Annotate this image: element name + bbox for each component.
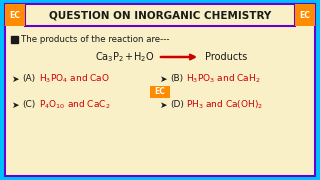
Text: ➤: ➤ xyxy=(12,100,20,109)
Text: P$_4$O$_{10}$ and CaC$_2$: P$_4$O$_{10}$ and CaC$_2$ xyxy=(39,99,110,111)
Text: +: + xyxy=(124,52,132,62)
Text: H$_3$PO$_4$ and CaO: H$_3$PO$_4$ and CaO xyxy=(39,73,110,85)
Text: (D): (D) xyxy=(170,100,184,109)
Text: (A): (A) xyxy=(22,75,35,84)
Text: Ca$_3$P$_2$: Ca$_3$P$_2$ xyxy=(95,50,124,64)
Text: ➤: ➤ xyxy=(160,75,167,84)
FancyBboxPatch shape xyxy=(11,35,18,42)
FancyBboxPatch shape xyxy=(150,86,170,98)
Text: PH$_3$ and Ca(OH)$_2$: PH$_3$ and Ca(OH)$_2$ xyxy=(186,99,263,111)
FancyBboxPatch shape xyxy=(295,4,315,26)
Text: Products: Products xyxy=(205,52,247,62)
FancyBboxPatch shape xyxy=(5,4,25,26)
Text: EC: EC xyxy=(10,10,20,19)
Text: (B): (B) xyxy=(170,75,183,84)
Text: The products of the reaction are---: The products of the reaction are--- xyxy=(21,35,170,44)
Text: QUESTION ON INORGANIC CHEMISTRY: QUESTION ON INORGANIC CHEMISTRY xyxy=(49,10,271,20)
Text: EC: EC xyxy=(155,87,165,96)
Text: ➤: ➤ xyxy=(12,75,20,84)
Text: ➤: ➤ xyxy=(160,100,167,109)
Text: H$_2$O: H$_2$O xyxy=(133,50,154,64)
FancyBboxPatch shape xyxy=(5,4,315,176)
FancyBboxPatch shape xyxy=(25,4,295,26)
Text: (C): (C) xyxy=(22,100,35,109)
Text: H$_3$PO$_3$ and CaH$_2$: H$_3$PO$_3$ and CaH$_2$ xyxy=(186,73,261,85)
Text: EC: EC xyxy=(300,10,310,19)
